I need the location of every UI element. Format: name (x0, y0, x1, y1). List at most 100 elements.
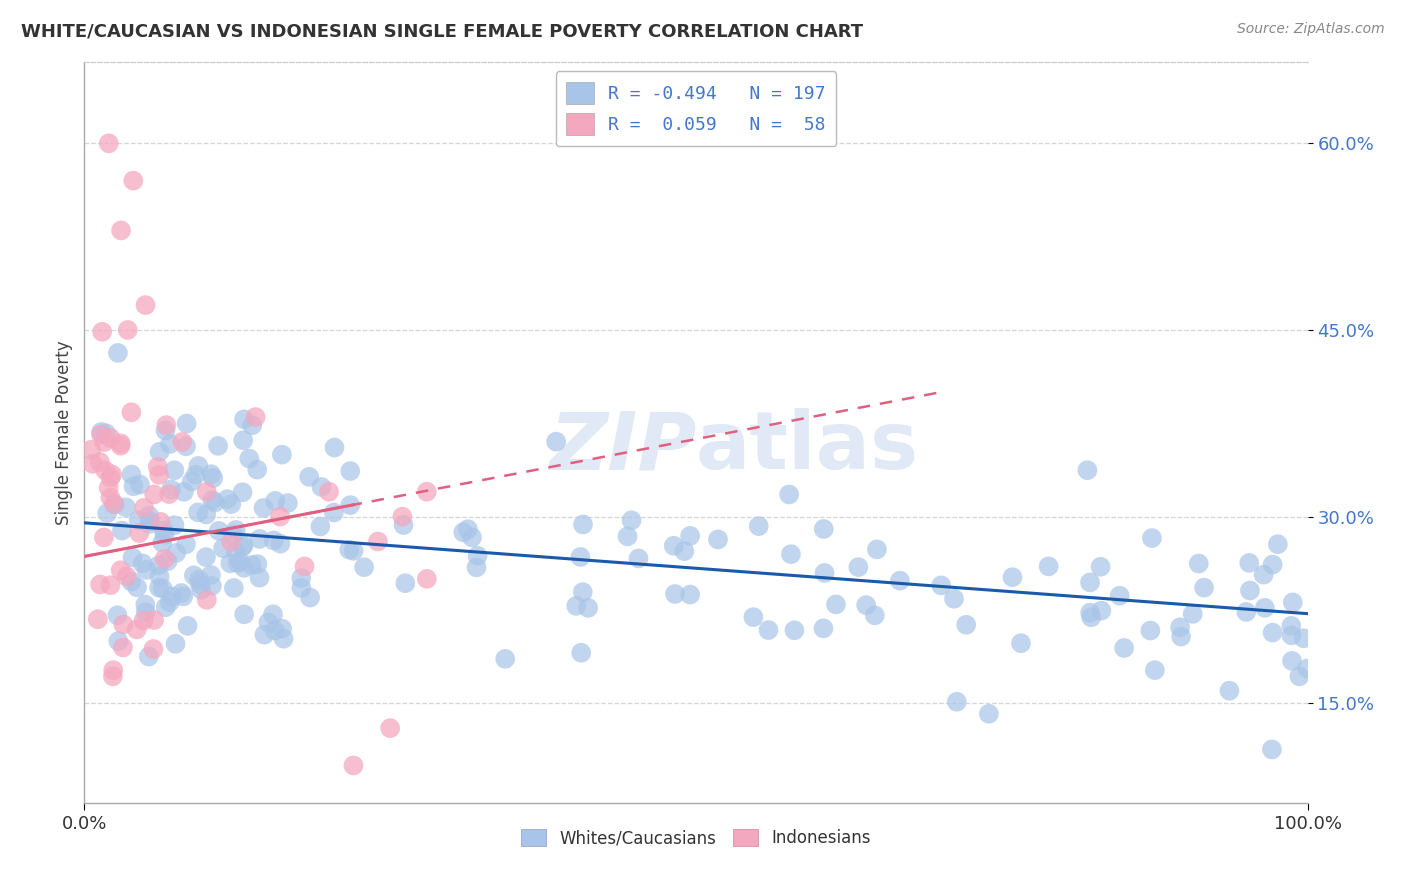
Point (1090, 559, 1112, 574)
Point (233, 412, 256, 426)
Point (93, 530, 115, 544)
Point (87, 612, 110, 626)
Point (222, 581, 245, 595)
Point (103, 498, 125, 512)
Point (172, 434, 194, 449)
Point (148, 444, 170, 458)
Point (249, 532, 271, 546)
Point (380, 721, 402, 735)
Point (82, 457, 104, 471)
Point (100, 578, 122, 592)
Point (150, 535, 173, 549)
Point (367, 534, 389, 549)
Point (1279, 619, 1302, 633)
Point (187, 458, 209, 473)
Point (866, 542, 889, 557)
Point (122, 479, 145, 493)
Point (127, 580, 149, 594)
Point (131, 557, 153, 571)
Point (889, 574, 911, 588)
Point (955, 617, 977, 632)
Point (111, 640, 134, 655)
Point (863, 608, 886, 623)
Point (233, 607, 256, 622)
Point (1254, 600, 1277, 615)
Point (311, 480, 333, 494)
Point (135, 563, 157, 577)
Point (673, 544, 696, 558)
Point (225, 523, 247, 537)
Text: ZIP: ZIP (548, 409, 696, 486)
Point (225, 545, 247, 559)
Text: Source: ZipAtlas.com: Source: ZipAtlas.com (1237, 22, 1385, 37)
Point (569, 549, 592, 564)
Point (572, 517, 595, 532)
Point (138, 508, 160, 523)
Point (122, 174, 145, 188)
Point (1281, 595, 1303, 609)
Point (263, 624, 285, 638)
Point (153, 528, 176, 542)
Point (110, 563, 132, 577)
Point (1292, 632, 1315, 646)
Point (163, 463, 186, 477)
Point (90, 425, 112, 439)
Point (110, 439, 132, 453)
Point (187, 505, 209, 519)
Point (165, 637, 187, 651)
Point (219, 534, 242, 549)
Point (110, 223, 132, 237)
Point (159, 437, 181, 451)
Point (1192, 581, 1215, 595)
Point (262, 607, 284, 622)
Point (93, 435, 115, 450)
Point (138, 516, 160, 531)
Point (97, 136, 120, 151)
Point (101, 669, 124, 683)
Point (94, 426, 117, 441)
Point (290, 571, 312, 585)
Point (271, 622, 294, 636)
Point (149, 515, 172, 529)
Point (98, 491, 121, 505)
Point (148, 467, 170, 482)
Point (139, 514, 162, 528)
Point (174, 439, 197, 453)
Point (662, 539, 685, 553)
Point (160, 590, 183, 604)
Point (1261, 558, 1284, 572)
Point (679, 588, 702, 602)
Point (494, 652, 516, 666)
Point (231, 540, 253, 554)
Point (149, 569, 172, 583)
Point (246, 462, 269, 476)
Point (226, 556, 249, 570)
Point (263, 533, 285, 548)
Point (1010, 636, 1032, 650)
Point (391, 509, 413, 524)
Point (569, 646, 592, 660)
Point (1170, 630, 1192, 644)
Point (270, 448, 292, 462)
Point (416, 572, 439, 586)
Point (111, 524, 134, 538)
Point (249, 571, 271, 585)
Point (783, 624, 806, 638)
Point (1038, 559, 1060, 574)
Point (323, 441, 346, 455)
Point (257, 615, 280, 630)
Point (157, 487, 180, 501)
Text: WHITE/CAUCASIAN VS INDONESIAN SINGLE FEMALE POVERTY CORRELATION CHART: WHITE/CAUCASIAN VS INDONESIAN SINGLE FEM… (21, 22, 863, 40)
Point (416, 484, 439, 499)
Point (467, 549, 489, 563)
Point (1288, 669, 1310, 683)
Point (183, 568, 205, 582)
Point (229, 555, 252, 569)
Point (946, 695, 969, 709)
Point (148, 558, 170, 573)
Point (132, 500, 155, 515)
Point (176, 619, 198, 633)
Point (94, 463, 117, 477)
Point (135, 605, 157, 619)
Point (100, 470, 122, 484)
